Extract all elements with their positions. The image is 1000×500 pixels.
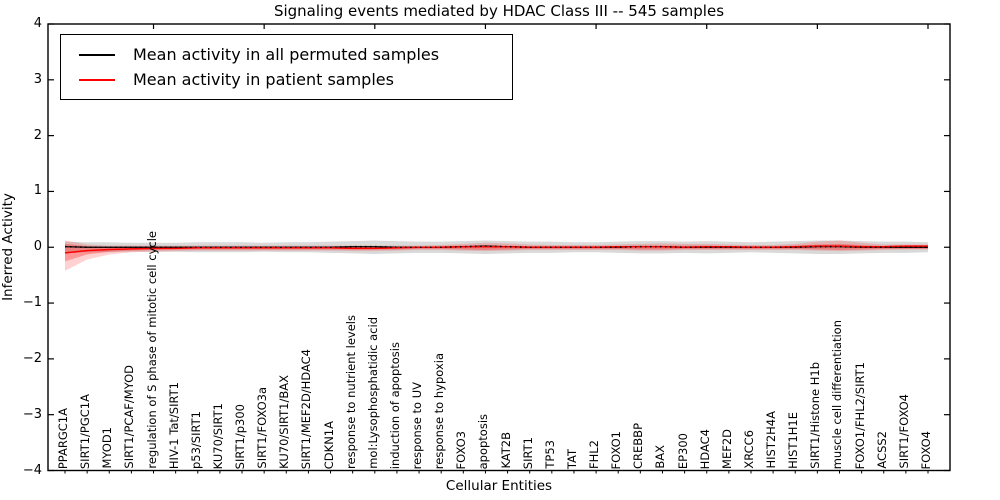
x-tick-label: HIV-1 Tat/SIRT1 (166, 381, 181, 469)
y-tick-label: −1 (22, 295, 42, 311)
x-tick-label: response to nutrient levels (343, 315, 358, 469)
x-tick-label: ACSS2 (874, 431, 889, 469)
legend-entry-permuted: Mean activity in all permuted samples (73, 42, 500, 67)
x-tick-label: BAX (653, 445, 668, 469)
x-tick-label: HIST1H1E (786, 412, 801, 469)
x-tick-label: KU70/SIRT1 (210, 402, 225, 469)
x-tick-label: response to hypoxia (432, 352, 447, 469)
y-tick-label: −3 (22, 406, 42, 422)
y-tick-label: −4 (22, 462, 42, 478)
y-tick-label: −2 (22, 350, 42, 366)
x-tick-label: MEF2D (719, 429, 734, 469)
x-tick-label: CDKN1A (321, 420, 336, 469)
x-tick-label: TP53 (542, 440, 557, 469)
patient-line-swatch (79, 78, 115, 81)
legend: Mean activity in all permuted samples Me… (60, 34, 513, 100)
x-tick-label: SIRT1 (520, 436, 535, 469)
x-tick-label: FOXO4 (919, 430, 933, 469)
y-tick-label: 3 (33, 71, 42, 87)
legend-entry-patient: Mean activity in patient samples (73, 67, 500, 92)
x-tick-label: HDAC4 (697, 428, 712, 469)
x-tick-label: SIRT1/FOXO4 (896, 394, 911, 469)
x-tick-label: PPARGC1A (56, 407, 70, 469)
x-tick-label: p53/SIRT1 (188, 411, 203, 469)
x-tick-label: induction of apoptosis (387, 341, 402, 469)
x-tick-label: HIST2H4A (764, 411, 779, 469)
x-tick-label: FOXO1/FHL2/SIRT1 (852, 361, 867, 469)
x-tick-label: FHL2 (587, 440, 602, 469)
x-tick-label: EP300 (675, 432, 690, 469)
x-tick-label: regulation of S phase of mitotic cell cy… (144, 231, 159, 469)
x-tick-label: mol:Lysophosphatidic acid (365, 317, 380, 469)
permuted-line-swatch (79, 53, 115, 56)
patient-mean-line (64, 245, 928, 254)
x-tick-label: MYOD1 (100, 427, 115, 469)
x-tick-label: KU70/SIRT1/BAX (277, 375, 292, 469)
x-tick-label: muscle cell differentiation (830, 319, 845, 469)
x-tick-label: XRCC6 (741, 430, 756, 469)
chart-title: Signaling events mediated by HDAC Class … (273, 2, 725, 20)
y-tick-label: 4 (33, 16, 42, 31)
legend-label-patient: Mean activity in patient samples (133, 70, 394, 89)
y-tick-label: 0 (33, 239, 42, 255)
x-tick-label: SIRT1/PCAF/MYOD (122, 365, 137, 469)
x-tick-label: FOXO1 (609, 430, 624, 469)
x-tick-label: apoptosis (476, 413, 491, 469)
x-tick-label: SIRT1/p300 (233, 403, 248, 469)
y-tick-label: 2 (33, 127, 42, 143)
y-tick-label: 1 (33, 183, 42, 199)
x-tick-label: KAT2B (498, 432, 513, 469)
x-tick-label: SIRT1/MEF2D/HDAC4 (299, 348, 314, 469)
x-tick-label: TAT (564, 448, 579, 469)
x-tick-label: response to UV (410, 381, 425, 469)
x-tick-label: SIRT1/Histone H1b (808, 362, 823, 469)
x-tick-label: CREBBP (631, 423, 646, 469)
x-tick-label: SIRT1/PGC1A (78, 393, 93, 469)
legend-label-permuted: Mean activity in all permuted samples (133, 45, 440, 64)
x-tick-label: SIRT1/FOXO3a (255, 387, 270, 469)
x-tick-label: FOXO3 (454, 430, 469, 469)
x-axis-title: Cellular Entities (445, 478, 553, 494)
